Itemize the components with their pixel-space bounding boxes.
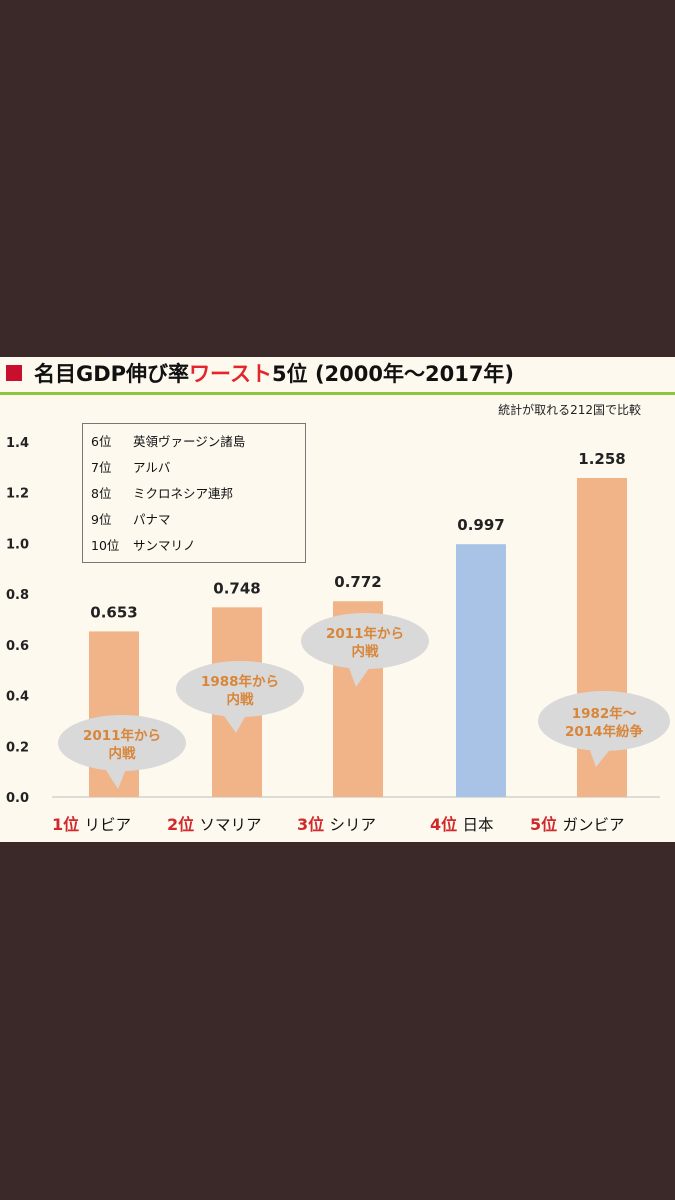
bar: [456, 544, 506, 797]
x-category-label: 3位 シリア: [297, 811, 376, 835]
x-name: 日本: [462, 816, 494, 834]
bubble-text-line2: 内戦: [352, 643, 379, 660]
y-tick-label: 1.4: [6, 436, 29, 451]
legend-item: 9位 パナマ: [91, 509, 171, 528]
legend-name: パナマ: [133, 512, 171, 527]
x-rank: 1位: [52, 815, 80, 834]
x-category-label: 1位 リビア: [52, 811, 131, 835]
y-tick-label: 1.0: [6, 537, 29, 552]
bubble-text-line2: 2014年紛争: [565, 723, 644, 740]
legend-name: アルバ: [133, 460, 171, 475]
x-name: ソマリア: [199, 816, 262, 834]
bubble-tail: [222, 713, 246, 733]
y-tick-label: 0.0: [6, 791, 29, 806]
bubble-tail: [348, 665, 370, 687]
x-category-label: 5位 ガンビア: [530, 811, 625, 835]
y-tick-label: 1.2: [6, 487, 29, 502]
legend-item: 10位 サンマリノ: [91, 535, 196, 554]
legend-rank: 10位: [91, 538, 120, 553]
data-label: 1.258: [578, 450, 625, 468]
legend-name: 英領ヴァージン諸島: [133, 434, 246, 449]
title-marker-icon: [6, 365, 22, 381]
data-label: 0.748: [213, 579, 260, 597]
x-rank: 4位: [430, 815, 458, 834]
x-category-label: 2位 ソマリア: [167, 811, 262, 835]
annotation-bubble: [538, 691, 670, 751]
y-tick-label: 0.8: [6, 588, 29, 603]
chart-header: 名目GDP伸び率ワースト5位 (2000年～2017年): [0, 357, 675, 395]
legend-rank: 7位: [91, 460, 112, 475]
title-accent: ワースト: [189, 362, 273, 386]
annotation-bubble: [301, 613, 429, 669]
legend-item: 7位 アルバ: [91, 457, 170, 476]
annotation-bubble: [58, 715, 186, 771]
chart-title: 名目GDP伸び率ワースト5位 (2000年～2017年): [34, 359, 514, 389]
legend-name: サンマリノ: [133, 538, 196, 553]
bubble-text-line1: 1988年から: [201, 673, 279, 690]
bar-chart: 0.0 0.2 0.4 0.6 0.8 1.0 1.2 1.4 0.653 0.748 0.772 0…: [6, 436, 670, 806]
bubble-text-line1: 2011年から: [83, 727, 161, 744]
chart-panel: 名目GDP伸び率ワースト5位 (2000年～2017年) 統計が取れる212国で…: [0, 357, 675, 842]
x-category-label: 4位 日本: [430, 811, 494, 835]
y-tick-label: 0.6: [6, 639, 29, 654]
title-prefix: 名目GDP伸び率: [34, 362, 190, 386]
bubble-text-line2: 内戦: [227, 691, 254, 708]
x-name: リビア: [84, 816, 132, 834]
data-label: 0.997: [457, 516, 504, 534]
x-rank: 3位: [297, 815, 325, 834]
bubble-text-line1: 1982年～: [572, 705, 637, 722]
legend-rank: 6位: [91, 434, 112, 449]
title-suffix: 5位 (2000年～2017年): [272, 362, 515, 386]
x-rank: 5位: [530, 815, 558, 834]
data-label: 0.772: [334, 573, 381, 591]
y-tick-label: 0.2: [6, 740, 29, 755]
legend-name: ミクロネシア連邦: [133, 486, 234, 501]
chart-note: 統計が取れる212国で比較: [498, 403, 641, 417]
legend-rank: 8位: [91, 486, 112, 501]
y-tick-label: 0.4: [6, 690, 29, 705]
legend-box: 6位 英領ヴァージン諸島 7位 アルバ 8位 ミクロネシア連邦 9位 パナマ 10位 サン…: [82, 423, 306, 563]
legend-item: 8位 ミクロネシア連邦: [91, 483, 233, 502]
bubble-tail: [104, 767, 126, 789]
x-rank: 2位: [167, 815, 195, 834]
bubble-text-line2: 内戦: [109, 745, 136, 762]
annotation-bubble: [176, 661, 304, 717]
legend-item: 6位 英領ヴァージン諸島: [91, 431, 245, 450]
bubble-text-line1: 2011年から: [326, 625, 404, 642]
data-label: 0.653: [90, 603, 137, 621]
title-divider: [0, 392, 675, 395]
legend-rank: 9位: [91, 512, 112, 527]
x-name: シリア: [329, 816, 377, 834]
x-name: ガンビア: [562, 816, 625, 834]
